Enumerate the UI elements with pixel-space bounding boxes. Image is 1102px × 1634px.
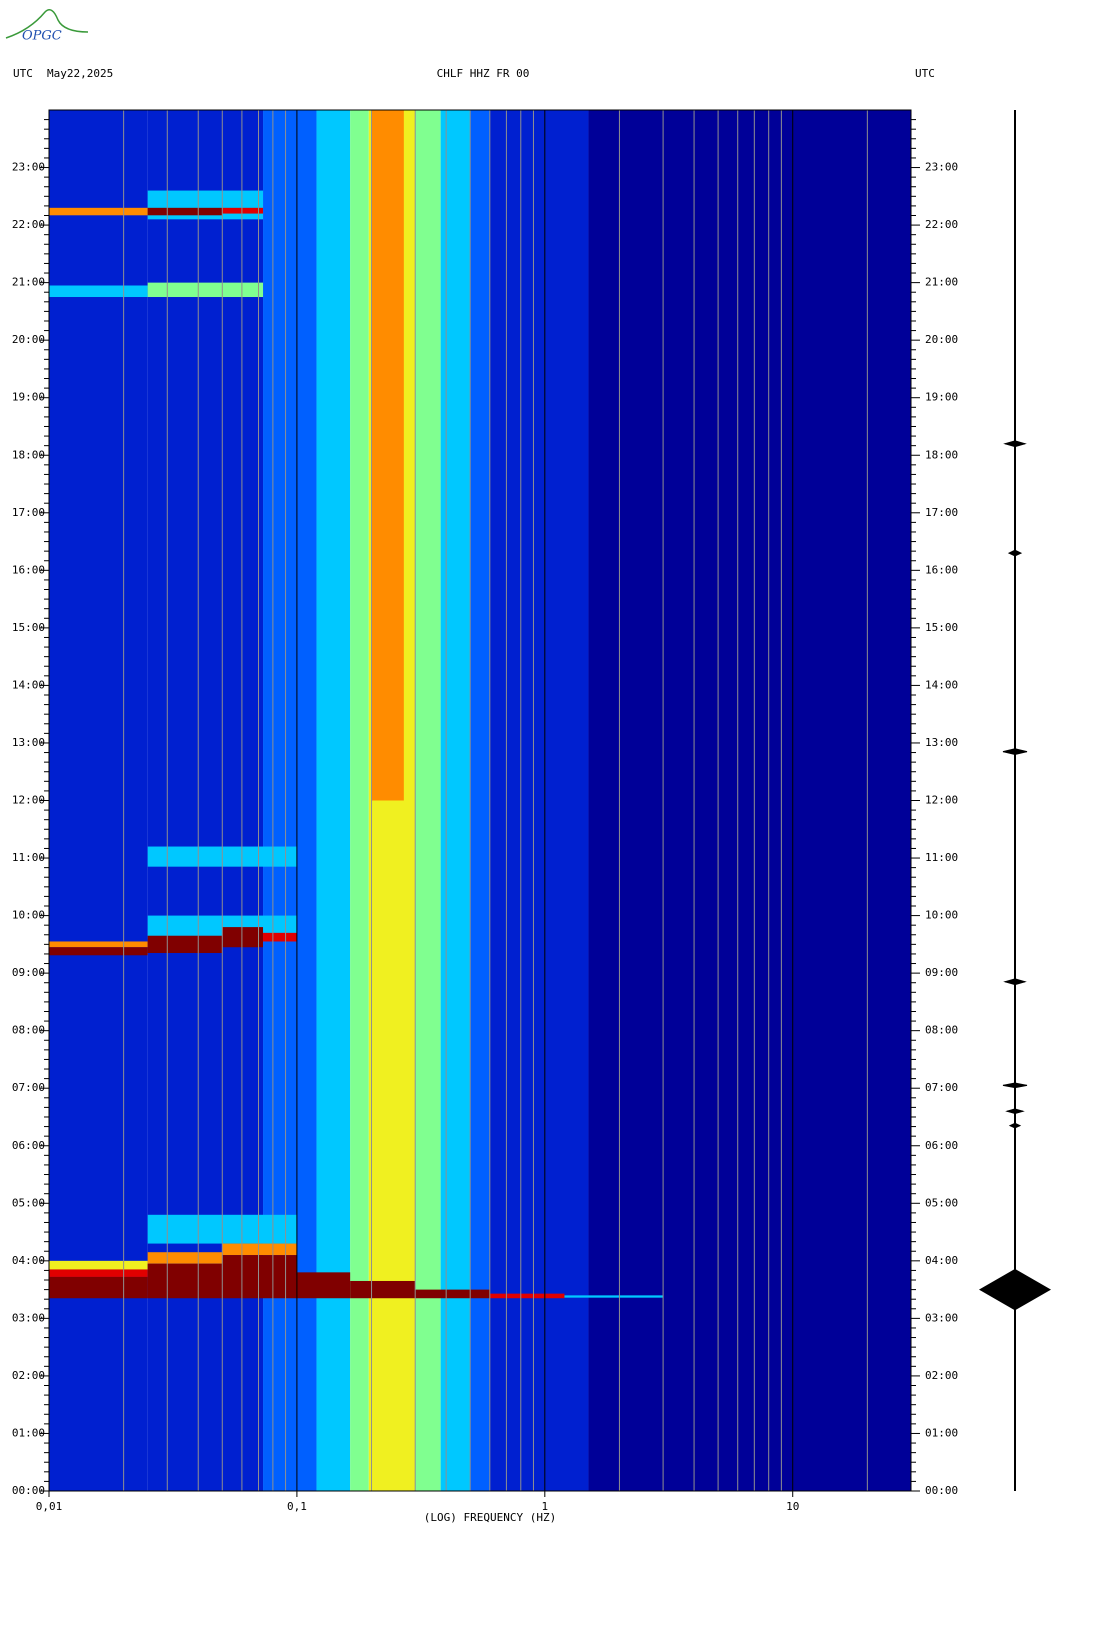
spectrum-event: [49, 1260, 148, 1270]
spectrum-event: [49, 207, 148, 216]
spectrum-event: [49, 941, 148, 948]
y-tick-label: 06:00: [925, 1139, 958, 1152]
y-tick-label: 14:00: [12, 678, 45, 691]
y-tick-label: 19:00: [12, 391, 45, 404]
spectrum-event: [222, 1255, 297, 1299]
y-tick-label: 13:00: [925, 736, 958, 749]
y-tick-label: 00:00: [925, 1484, 958, 1497]
x-tick-label: 0,1: [287, 1500, 307, 1513]
chart-title: CHLF HHZ FR 00: [437, 67, 530, 80]
spectrum-event: [49, 1276, 148, 1299]
logo-curve: [5, 9, 89, 39]
spectrum-event: [371, 110, 404, 801]
y-tick-label: 20:00: [12, 333, 45, 346]
y-tick-label: 02:00: [12, 1369, 45, 1382]
x-tick-label: 1: [541, 1500, 548, 1513]
spectrum-band: [440, 110, 471, 1491]
header-utc: UTC: [13, 67, 33, 80]
spectrum-event: [147, 207, 223, 216]
spectrum-band: [588, 110, 911, 1491]
x-tick-label: 0,01: [36, 1500, 63, 1513]
y-tick-label: 07:00: [925, 1081, 958, 1094]
y-tick-label: 08:00: [12, 1024, 45, 1037]
y-tick-label: 09:00: [12, 966, 45, 979]
y-tick-label: 07:00: [12, 1081, 45, 1094]
y-tick-label: 06:00: [12, 1139, 45, 1152]
y-tick-label: 22:00: [12, 218, 45, 231]
spectrum-event: [564, 1295, 664, 1298]
spectrum-event: [296, 1272, 351, 1299]
y-tick-label: 18:00: [925, 448, 958, 461]
y-tick-label: 10:00: [12, 909, 45, 922]
y-tick-label: 23:00: [12, 161, 45, 174]
y-tick-label: 15:00: [925, 621, 958, 634]
y-tick-label: 11:00: [925, 851, 958, 864]
spectrum-event: [222, 207, 264, 214]
spectrum-event: [350, 1280, 416, 1299]
spectrum-band: [316, 110, 351, 1491]
spectrum-event: [147, 935, 223, 953]
spectrum-band: [350, 110, 369, 1491]
y-tick-label: 04:00: [925, 1254, 958, 1267]
y-tick-label: 05:00: [12, 1196, 45, 1209]
y-tick-label: 12:00: [925, 794, 958, 807]
spectrum-event: [489, 1293, 565, 1299]
y-tick-label: 17:00: [925, 506, 958, 519]
y-tick-label: 03:00: [925, 1311, 958, 1324]
y-tick-label: 02:00: [925, 1369, 958, 1382]
y-tick-label: 04:00: [12, 1254, 45, 1267]
y-tick-label: 12:00: [12, 794, 45, 807]
y-tick-label: 00:00: [12, 1484, 45, 1497]
header-date: May22,2025: [47, 67, 113, 80]
spectrum-event: [49, 947, 148, 956]
y-tick-label: 11:00: [12, 851, 45, 864]
y-tick-label: 22:00: [925, 218, 958, 231]
y-tick-label: 08:00: [925, 1024, 958, 1037]
x-axis-label: (LOG) FREQUENCY (HZ): [424, 1511, 556, 1524]
spectrum-event: [147, 1252, 223, 1264]
spectrum-event: [147, 1263, 223, 1299]
y-tick-label: 20:00: [925, 333, 958, 346]
y-tick-label: 19:00: [925, 391, 958, 404]
spectrum-event: [49, 1269, 148, 1277]
logo: OPGC: [22, 29, 62, 44]
spectrum-event: [263, 932, 297, 942]
y-tick-label: 23:00: [925, 161, 958, 174]
y-tick-label: 13:00: [12, 736, 45, 749]
spectrum-event: [415, 1289, 490, 1299]
y-tick-label: 14:00: [925, 678, 958, 691]
y-tick-label: 03:00: [12, 1311, 45, 1324]
spectrum-band: [489, 110, 589, 1491]
spectrum-band: [470, 110, 490, 1491]
y-tick-label: 10:00: [925, 909, 958, 922]
spectrum-event: [222, 927, 264, 948]
y-tick-label: 16:00: [12, 563, 45, 576]
y-tick-label: 21:00: [925, 276, 958, 289]
y-tick-label: 18:00: [12, 448, 45, 461]
spectrum-event: [222, 1243, 297, 1256]
y-tick-label: 16:00: [925, 563, 958, 576]
spectrum-event: [49, 285, 148, 298]
spectrum-event: [147, 282, 264, 298]
y-tick-label: 17:00: [12, 506, 45, 519]
y-tick-label: 15:00: [12, 621, 45, 634]
header-utc-right: UTC: [915, 67, 935, 80]
spectrum-band: [415, 110, 441, 1491]
y-tick-label: 21:00: [12, 276, 45, 289]
y-tick-label: 01:00: [925, 1426, 958, 1439]
y-tick-label: 01:00: [12, 1426, 45, 1439]
x-tick-label: 10: [786, 1500, 799, 1513]
y-tick-label: 05:00: [925, 1196, 958, 1209]
y-tick-label: 09:00: [925, 966, 958, 979]
spectrum-band: [296, 110, 317, 1491]
